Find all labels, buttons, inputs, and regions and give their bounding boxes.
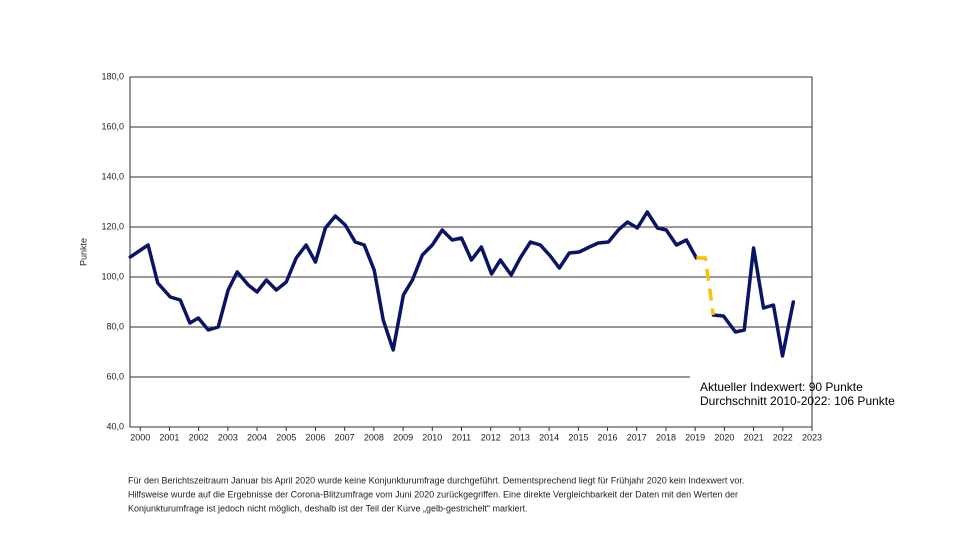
series-line bbox=[696, 256, 716, 316]
x-tick-label: 2002 bbox=[189, 432, 209, 442]
y-tick-label: 120,0 bbox=[101, 221, 124, 231]
footnote: Hilfsweise wurde auf die Ergebnisse der … bbox=[128, 489, 738, 499]
x-tick-label: 2016 bbox=[598, 432, 618, 442]
footnote: Konjunkturumfrage ist jedoch nicht mögli… bbox=[128, 503, 528, 513]
x-tick-label: 2023 bbox=[802, 432, 822, 442]
y-tick-label: 140,0 bbox=[101, 171, 124, 181]
x-tick-label: 2012 bbox=[481, 432, 501, 442]
y-tick-label: 80,0 bbox=[106, 321, 124, 331]
x-tick-label: 2019 bbox=[685, 432, 705, 442]
x-tick-label: 2005 bbox=[276, 432, 296, 442]
annotation: Aktueller Indexwert: 90 Punkte bbox=[700, 380, 863, 394]
x-tick-label: 2010 bbox=[422, 432, 442, 442]
plot-frame bbox=[129, 76, 813, 428]
x-tick-label: 2006 bbox=[305, 432, 325, 442]
x-tick-label: 2022 bbox=[773, 432, 793, 442]
y-tick-label: 60,0 bbox=[106, 371, 124, 381]
x-tick-label: 2004 bbox=[247, 432, 267, 442]
x-tick-label: 2009 bbox=[393, 432, 413, 442]
x-tick-label: 2014 bbox=[539, 432, 559, 442]
annotation: Durchschnitt 2010-2022: 106 Punkte bbox=[700, 394, 895, 408]
x-tick-label: 2011 bbox=[452, 432, 471, 442]
x-tick-label: 2018 bbox=[656, 432, 676, 442]
x-tick-label: 2000 bbox=[130, 432, 150, 442]
x-tick-label: 2020 bbox=[714, 432, 734, 442]
y-tick-label: 100,0 bbox=[101, 271, 124, 281]
x-tick-label: 2017 bbox=[627, 432, 647, 442]
y-tick-label: 160,0 bbox=[101, 121, 124, 131]
annotation-box bbox=[690, 372, 811, 412]
x-tick-label: 2015 bbox=[568, 432, 588, 442]
y-tick-label: 40,0 bbox=[106, 421, 124, 431]
x-tick-label: 2008 bbox=[364, 432, 384, 442]
x-tick-label: 2021 bbox=[744, 432, 764, 442]
y-tick-label: 180,0 bbox=[101, 71, 124, 81]
x-tick-label: 2013 bbox=[510, 432, 530, 442]
x-tick-label: 2007 bbox=[335, 432, 355, 442]
series-line bbox=[128, 210, 796, 358]
x-tick-label: 2001 bbox=[159, 432, 179, 442]
x-tick-label: 2003 bbox=[218, 432, 238, 442]
footnote: Für den Berichtszeitraum Januar bis Apri… bbox=[128, 475, 744, 485]
y-axis-label: Punkte bbox=[78, 238, 88, 266]
